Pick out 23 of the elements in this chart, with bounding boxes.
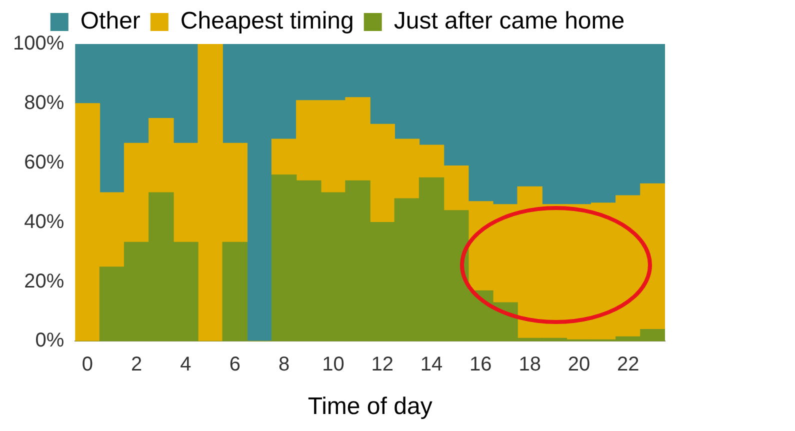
x-tick-label: 18 [518, 354, 541, 376]
x-tick-label: 10 [322, 354, 344, 376]
x-tick-label: 8 [278, 354, 290, 376]
x-tick-label: 0 [82, 354, 94, 376]
x-axis-title: Time of day [308, 393, 432, 420]
x-tick-label: 12 [371, 354, 394, 376]
y-tick-label: 40% [24, 210, 64, 233]
y-tick-label: 20% [24, 270, 64, 292]
y-tick-label: 60% [24, 151, 64, 174]
legend-label: Cheapest timing [180, 8, 354, 35]
x-tick-label: 22 [617, 354, 640, 376]
x-tick-label: 6 [229, 354, 240, 376]
y-tick-label: 0% [35, 330, 64, 352]
y-tick-label: 100% [12, 32, 64, 55]
x-tick-label: 20 [568, 354, 590, 376]
x-tick-label: 4 [180, 354, 192, 376]
y-tick-label: 80% [24, 92, 64, 114]
legend-label: Just after came home [394, 8, 625, 35]
x-tick-label: 2 [131, 354, 142, 376]
x-tick-label: 16 [470, 354, 492, 376]
legend-label: Other [80, 8, 140, 35]
x-tick-label: 14 [420, 354, 443, 376]
bar [222, 242, 248, 342]
